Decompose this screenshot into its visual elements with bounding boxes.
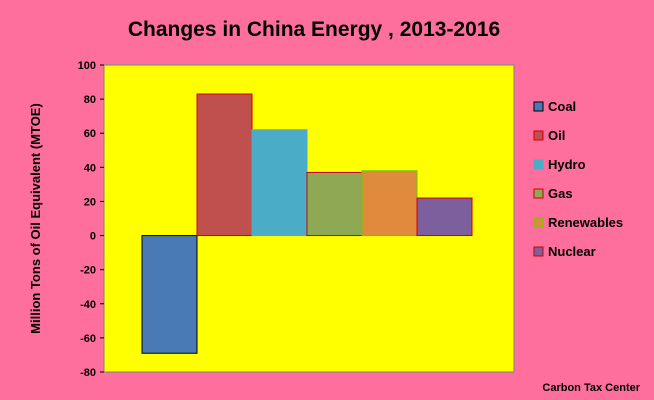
legend-label-gas: Gas (548, 186, 573, 201)
y-tick-label: 100 (78, 60, 96, 72)
legend-swatch-gas (533, 188, 544, 199)
y-tick-label: 20 (84, 196, 96, 208)
y-tick-label: 60 (84, 128, 96, 140)
bars (141, 93, 473, 354)
y-tick-label: -60 (80, 333, 96, 345)
y-tick-label: 0 (90, 231, 96, 243)
legend-swatch-nuclear (533, 246, 544, 257)
legend-label-coal: Coal (548, 99, 576, 114)
y-axis-label: Million Tons of Oil Equivalent (MTOE) (28, 103, 43, 334)
y-axis: -80 -60 -40 -20 0 20 40 60 80 100 (78, 60, 104, 379)
legend-swatch-oil (533, 130, 544, 141)
y-tick-label: 40 (84, 162, 96, 174)
bar-renewables (361, 170, 418, 237)
legend-label-renewables: Renewables (548, 215, 623, 230)
bar-nuclear (416, 197, 473, 237)
bar-oil (196, 93, 253, 237)
bar-gas (306, 171, 363, 237)
legend-label-hydro: Hydro (548, 157, 586, 172)
y-tick-label: -40 (80, 299, 96, 311)
credit-text: Carbon Tax Center (542, 382, 640, 394)
legend-label-oil: Oil (548, 128, 565, 143)
chart-title: Changes in China Energy , 2013-2016 (128, 18, 500, 41)
y-tick-label: -80 (80, 367, 96, 379)
legend-swatch-hydro (533, 159, 544, 170)
legend-swatch-coal (533, 101, 544, 112)
bar-coal (141, 235, 198, 354)
legend-label-nuclear: Nuclear (548, 244, 596, 259)
legend-swatch-renewables (533, 217, 544, 228)
bar-hydro (251, 129, 308, 237)
y-tick-label: -20 (80, 265, 96, 277)
legend: Coal Oil Hydro Gas Renewables Nuclear (533, 99, 623, 259)
y-tick-label: 80 (84, 94, 96, 106)
